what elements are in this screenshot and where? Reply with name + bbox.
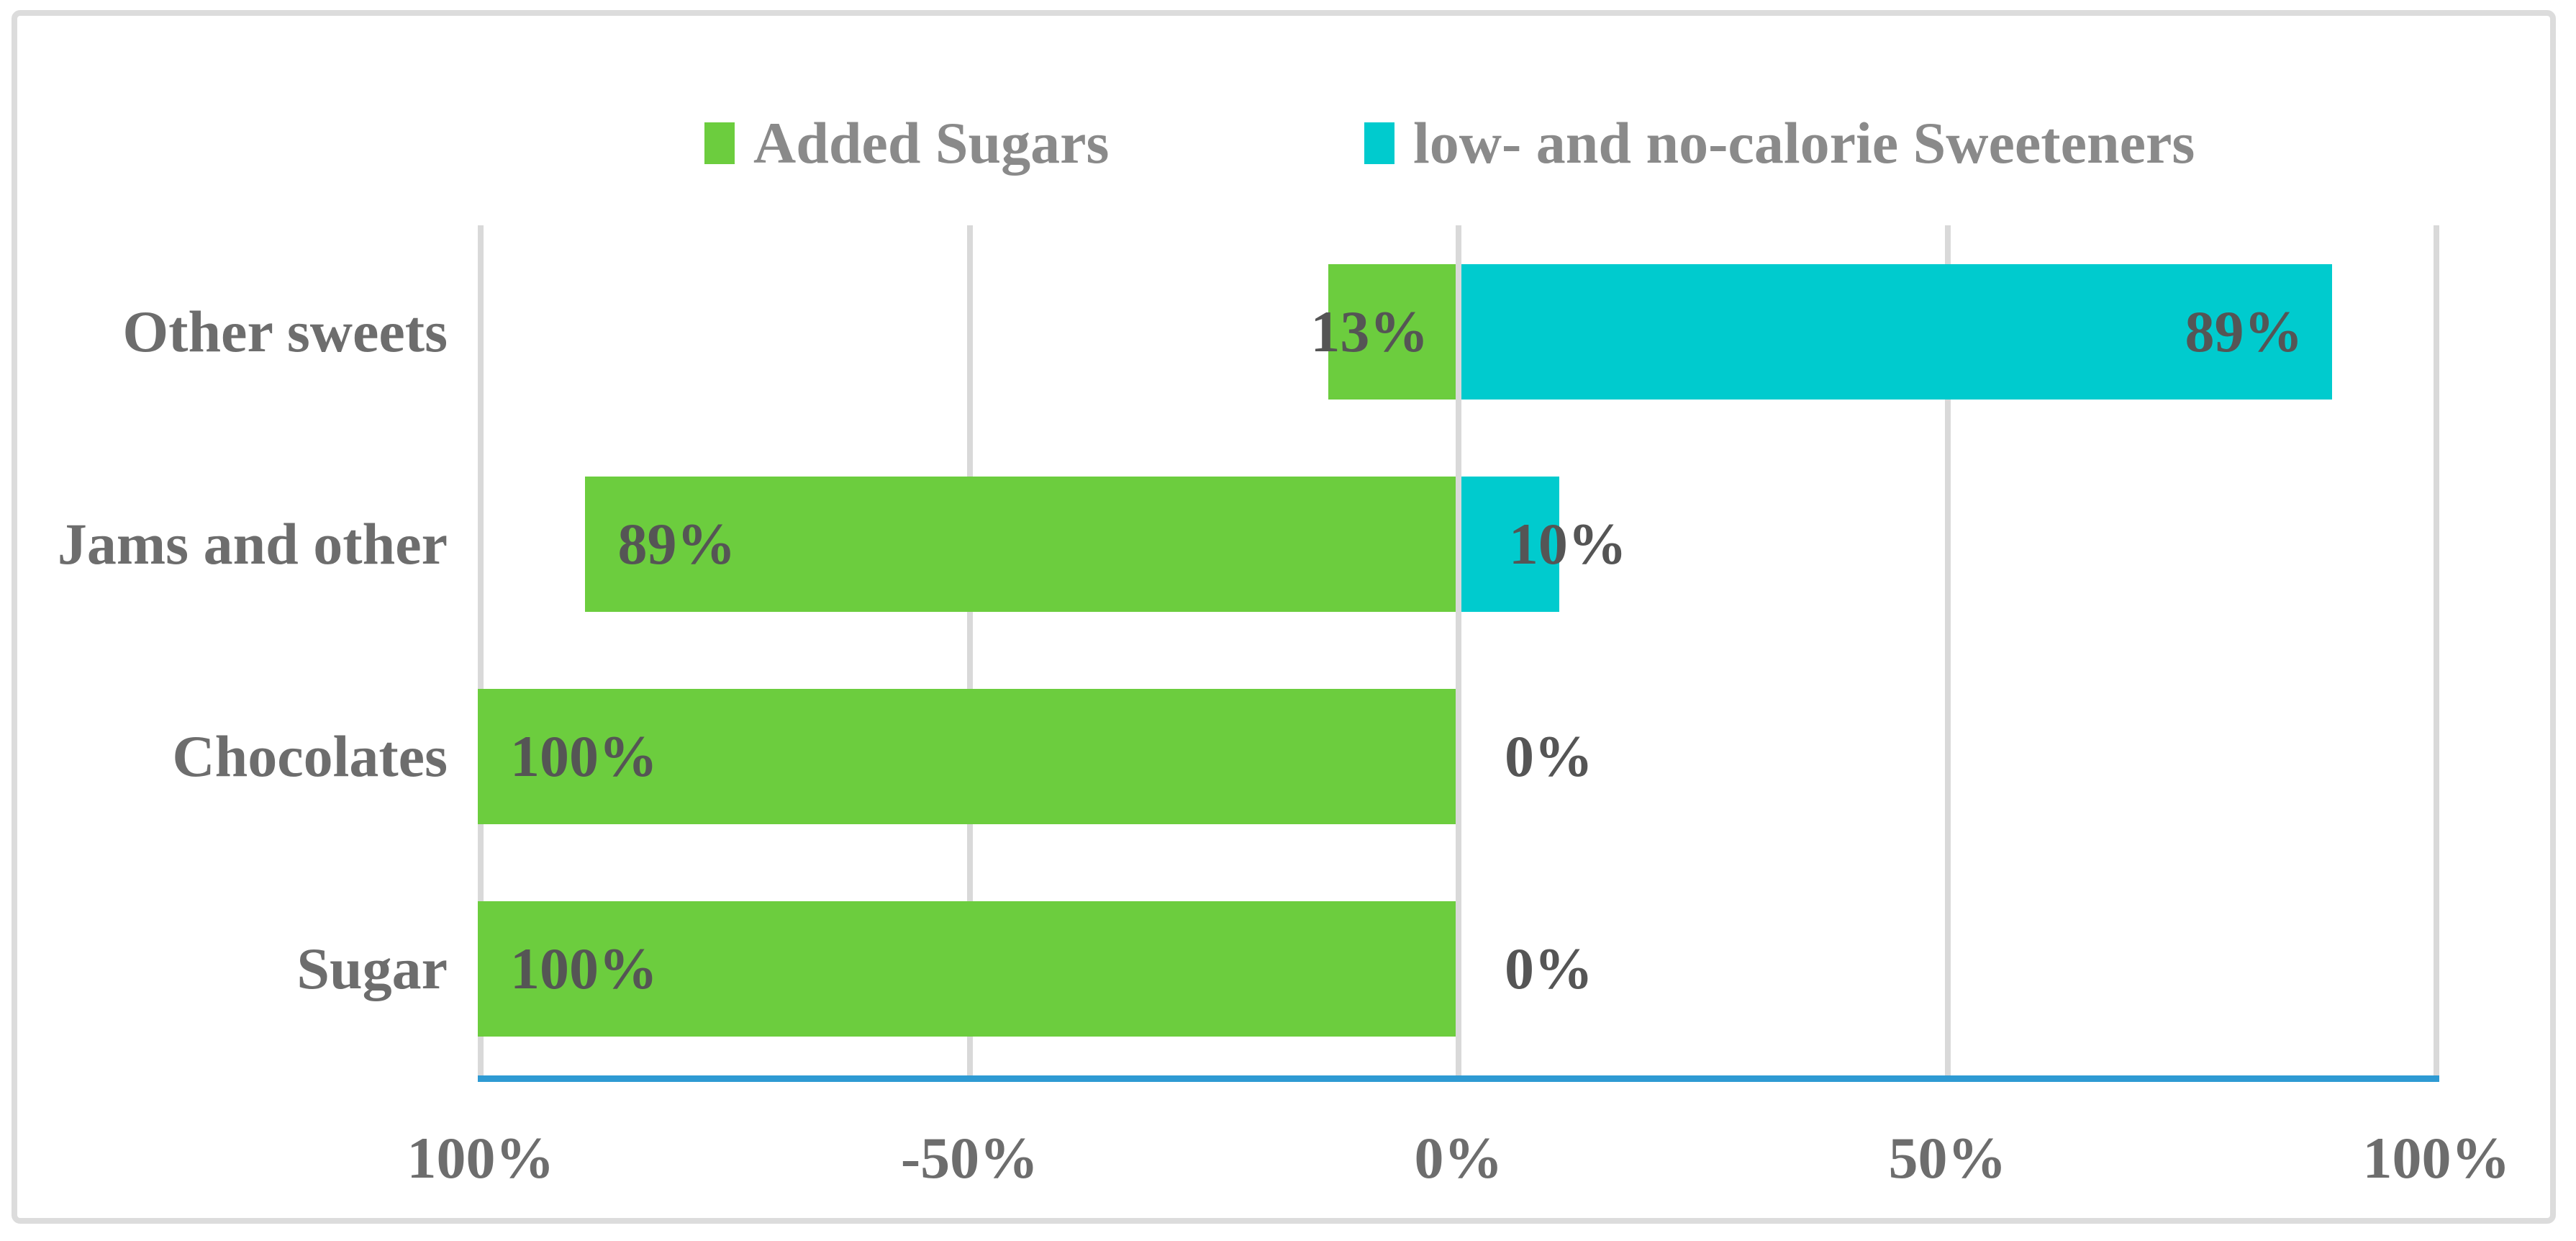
gridline-100% — [2434, 225, 2439, 1082]
legend-label-lnc-sweeteners: low- and no-calorie Sweeteners — [1413, 110, 2195, 176]
legend-label-added-sugars: Added Sugars — [753, 110, 1110, 176]
bar-added-sugars — [478, 901, 1456, 1037]
data-label-lnc-sweeteners: 0% — [1505, 723, 1593, 790]
category-label: Sugar — [296, 936, 448, 1002]
bar-added-sugars — [478, 689, 1456, 825]
x-tick-label: 100% — [2362, 1125, 2511, 1191]
bar-added-sugars — [1328, 263, 1456, 400]
x-tick-label: 50% — [1888, 1125, 2007, 1191]
data-label-lnc-sweeteners: 89% — [2185, 298, 2303, 364]
bar-lnc-sweeteners — [1461, 263, 2332, 400]
category-label: Other sweets — [122, 298, 448, 364]
legend-item-added-sugars: Added Sugars — [704, 110, 1110, 176]
gridline-100% — [478, 225, 484, 1082]
chart-card: Added Sugars low- and no-calorie Sweeten… — [12, 10, 2556, 1224]
data-label-added-sugars: 13% — [1310, 298, 1429, 364]
legend-item-lnc-sweeteners: low- and no-calorie Sweeteners — [1364, 110, 2195, 176]
x-axis-baseline — [478, 1075, 2439, 1082]
x-tick-label: 100% — [407, 1125, 555, 1191]
category-label: Chocolates — [172, 723, 448, 790]
gridline-50% — [1944, 225, 1951, 1082]
data-label-lnc-sweeteners: 0% — [1505, 936, 1593, 1002]
legend-swatch-lnc-sweeteners-icon — [1364, 122, 1394, 164]
data-label-added-sugars: 100% — [510, 723, 658, 790]
data-label-added-sugars: 100% — [510, 936, 658, 1002]
x-tick-label: 0% — [1414, 1125, 1503, 1191]
category-label: Jams and other — [57, 510, 448, 577]
bar-lnc-sweeteners — [1461, 476, 1559, 612]
data-label-lnc-sweeteners: 10% — [1508, 510, 1627, 577]
gridline-0% — [1456, 225, 1461, 1082]
gridline--50% — [966, 225, 973, 1082]
data-label-added-sugars: 89% — [617, 510, 736, 577]
legend-swatch-added-sugars-icon — [704, 122, 735, 164]
x-tick-label: -50% — [900, 1125, 1039, 1191]
bar-added-sugars — [585, 476, 1456, 612]
